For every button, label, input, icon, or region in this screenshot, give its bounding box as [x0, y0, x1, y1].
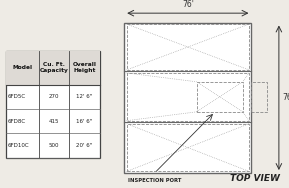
Bar	[124, 23, 251, 173]
Text: Model: Model	[12, 65, 32, 70]
Bar	[127, 24, 249, 70]
Text: 6FD10C: 6FD10C	[8, 143, 29, 148]
Text: 12' 6": 12' 6"	[76, 94, 93, 99]
Text: 76': 76'	[182, 0, 194, 9]
Text: 20' 6": 20' 6"	[76, 143, 93, 148]
Text: 6FD5C: 6FD5C	[8, 94, 26, 99]
Text: Cu. Ft.
Capacity: Cu. Ft. Capacity	[40, 62, 68, 73]
Text: 270: 270	[49, 94, 60, 99]
Bar	[251, 82, 267, 112]
Text: 500: 500	[49, 143, 60, 148]
Bar	[197, 82, 243, 112]
Text: 415: 415	[49, 119, 60, 124]
Text: TOP VIEW: TOP VIEW	[230, 174, 280, 183]
Bar	[6, 51, 100, 158]
Text: INSPECTION PORT: INSPECTION PORT	[128, 178, 181, 183]
Bar	[6, 51, 100, 85]
Text: 6FD8C: 6FD8C	[8, 119, 26, 124]
Text: Overall
Height: Overall Height	[73, 62, 97, 73]
Text: 16' 6": 16' 6"	[76, 119, 93, 124]
Bar	[127, 124, 249, 171]
Text: 76': 76'	[282, 93, 289, 102]
Bar	[127, 73, 249, 121]
